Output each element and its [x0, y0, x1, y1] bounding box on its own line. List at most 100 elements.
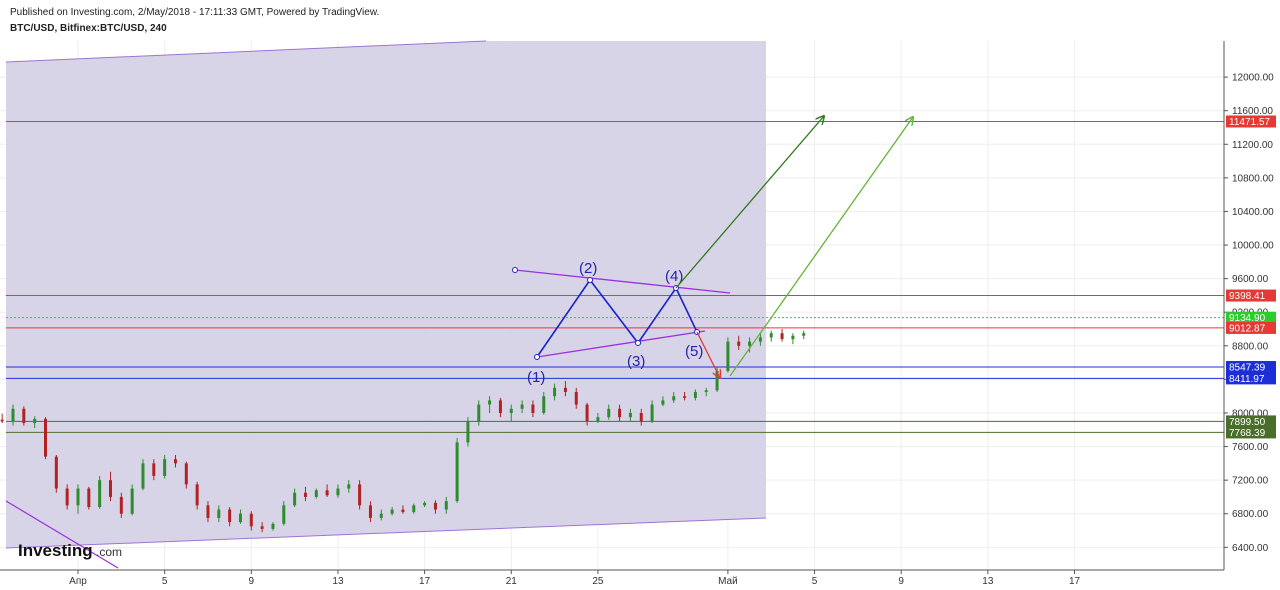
candle-body: [336, 488, 340, 496]
price-tag-resistance: [1226, 115, 1276, 128]
price-tag-label: 8411.97: [1229, 374, 1265, 385]
x-tick-label: 21: [506, 576, 518, 587]
candle-body: [520, 404, 524, 409]
y-tick-label: 11600.00: [1232, 106, 1273, 117]
x-tick-label: 17: [1069, 576, 1081, 587]
x-tick-label: Апр: [69, 576, 87, 587]
price-tag-resistance: [1226, 321, 1276, 334]
candle-body: [152, 463, 156, 476]
wave-label-1: (1): [527, 369, 545, 386]
y-tick-label: 10800.00: [1232, 173, 1274, 184]
candle-body: [628, 412, 632, 418]
candle-body: [206, 505, 210, 518]
candle-body: [303, 492, 307, 497]
candle-body: [423, 502, 427, 506]
candle-body: [672, 396, 676, 401]
investing-logo: Investing .com: [18, 541, 122, 560]
candle-body: [228, 509, 232, 523]
candle-body: [618, 408, 622, 418]
candle-body: [141, 463, 145, 489]
candle-body: [780, 333, 784, 340]
x-tick-label: 17: [419, 576, 431, 587]
price-channel: [6, 41, 766, 548]
candle-body: [596, 417, 600, 422]
candle-body: [368, 505, 372, 518]
price-tag-label: 9134.90: [1229, 313, 1266, 324]
candle-body: [509, 408, 513, 413]
candle-body: [347, 484, 351, 489]
candle-body: [563, 387, 567, 392]
published-info: Published on Investing.com, 2/May/2018 -…: [10, 7, 380, 18]
y-tick-label: 7200.00: [1232, 476, 1269, 487]
x-tick-label: 25: [592, 576, 604, 587]
candle-body: [498, 400, 502, 413]
candle-body: [693, 391, 697, 398]
price-tag-support_blue: [1226, 361, 1276, 374]
candle-body: [715, 370, 719, 391]
candle-body: [293, 492, 297, 506]
candle-body: [639, 412, 643, 422]
y-tick-label: 6400.00: [1232, 543, 1269, 554]
price-tag-label: 9398.41: [1229, 291, 1266, 302]
candle-body: [553, 387, 557, 397]
channel-upper-line: [5, 40, 487, 63]
candle-body: [531, 404, 535, 413]
price-tag-label: 7768.39: [1229, 428, 1266, 439]
y-tick-label: 8800.00: [1232, 341, 1269, 352]
y-tick-label: 8000.00: [1232, 408, 1269, 419]
candle-body: [477, 404, 481, 422]
candle-body: [466, 421, 470, 443]
candle-body: [726, 341, 730, 371]
candle-body: [574, 391, 578, 405]
candle-body: [585, 404, 589, 422]
projection-arrow-light: [729, 117, 913, 377]
symbol-title: BTC/USD, Bitfinex:BTC/USD, 240: [10, 23, 167, 34]
candle-body: [217, 509, 221, 518]
x-tick-label: 13: [982, 576, 994, 587]
candle-body: [737, 341, 741, 346]
x-tick-label: 13: [332, 576, 344, 587]
channel-trend-line: [5, 500, 119, 569]
candle-body: [76, 488, 80, 506]
x-tick-label: 5: [812, 576, 818, 587]
candle-body: [769, 333, 773, 338]
candle-body: [163, 459, 167, 476]
candle-body: [22, 408, 26, 424]
candle-body: [271, 523, 275, 529]
candle-body: [108, 480, 112, 497]
y-tick-label: 10000.00: [1232, 241, 1274, 252]
candle-body: [184, 463, 188, 485]
y-tick-label: 10400.00: [1232, 207, 1274, 218]
candle-body: [661, 400, 665, 405]
candle-body: [314, 490, 318, 497]
candle-body: [433, 502, 437, 510]
candle-body: [11, 408, 15, 422]
candle-body: [98, 480, 102, 508]
price-tag-resistance: [1226, 289, 1276, 302]
projection-arrow-dark: [675, 116, 824, 289]
candle-body: [802, 333, 806, 336]
candle-body: [260, 526, 264, 529]
candle-body: [130, 488, 134, 514]
candle-body: [0, 419, 4, 422]
candle-body: [119, 496, 123, 514]
candle-body: [542, 396, 546, 413]
time-axis: Апр 5 9 13 17 21 25 Май 5 9 13 17: [69, 570, 1081, 587]
price-tag-support_green: [1226, 426, 1276, 439]
candle-body: [379, 513, 383, 518]
svg-text:Investing: Investing: [18, 541, 93, 560]
wave-label-5: (5): [685, 343, 703, 360]
candles: [0, 329, 806, 533]
candle-body: [325, 490, 329, 496]
price-tag-support_green: [1226, 415, 1276, 428]
x-tick-label: 5: [162, 576, 168, 587]
price-levels: [6, 120, 1224, 433]
candle-body: [758, 337, 762, 342]
candle-body: [683, 396, 687, 398]
candle-body: [43, 418, 47, 457]
candle-body: [455, 442, 459, 502]
candle-body: [704, 390, 708, 392]
svg-text:.com: .com: [96, 545, 122, 559]
